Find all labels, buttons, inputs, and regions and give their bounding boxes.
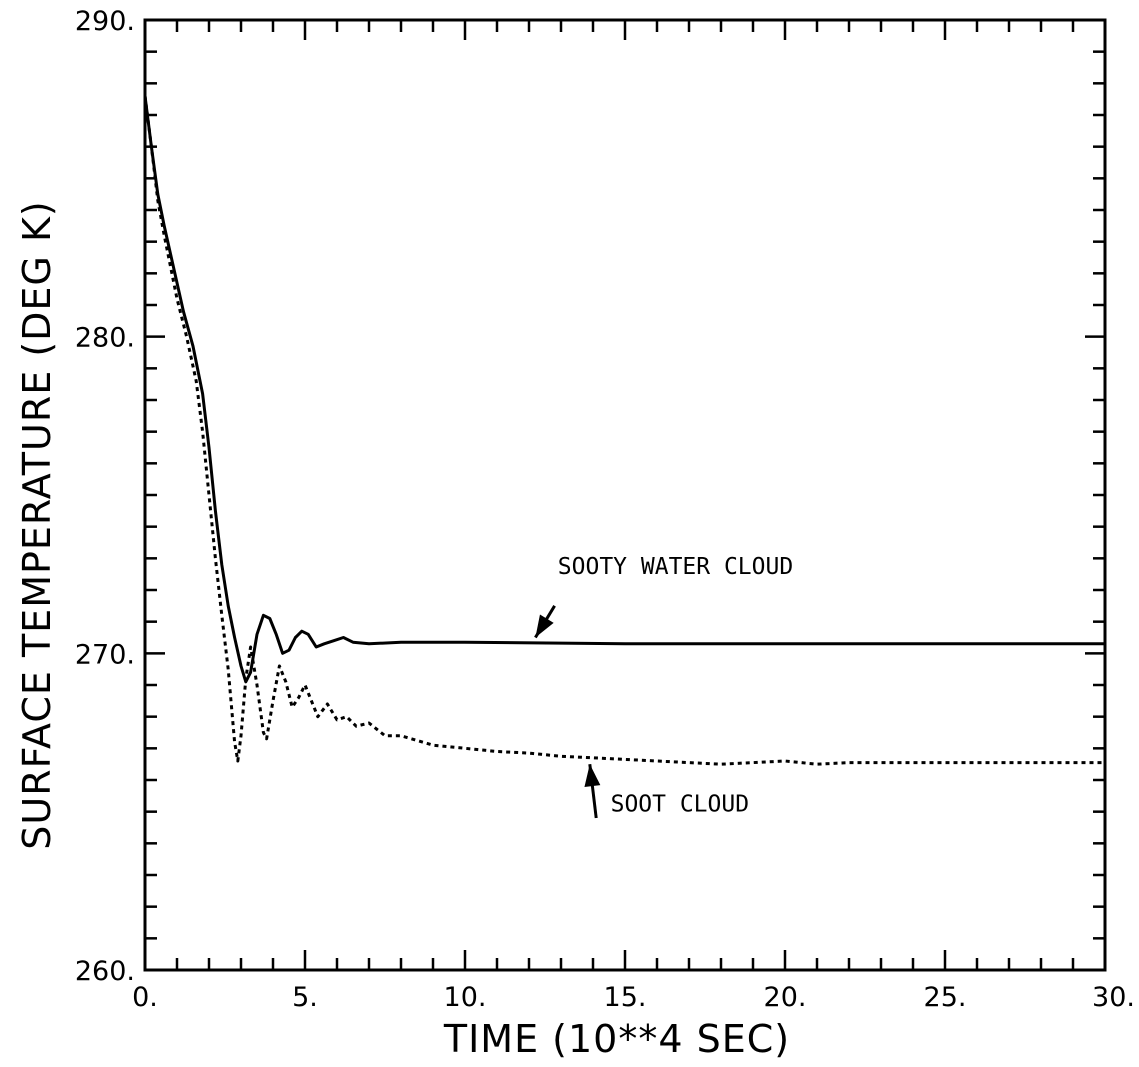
annotation-arrow-head-sooty-water <box>535 614 554 638</box>
annotation-soot: SOOT CLOUD <box>611 792 749 818</box>
x-tick-label: 10. <box>444 982 487 1013</box>
y-tick-label: 290. <box>75 6 135 37</box>
series-line-sooty-water <box>143 95 1105 684</box>
y-tick-label: 280. <box>75 323 135 354</box>
plot-frame <box>143 18 1107 972</box>
y-tick-label: 270. <box>75 639 135 670</box>
x-tick-label: 15. <box>604 982 647 1013</box>
annotation-arrow-head-soot <box>584 764 601 787</box>
x-tick-label: 0. <box>132 982 158 1013</box>
annotations: SOOTY WATER CLOUD SOOT CLOUD <box>534 554 793 819</box>
series-line-soot <box>143 95 1105 766</box>
x-tick-label: 5. <box>292 982 318 1013</box>
x-tick-label: 30. <box>1092 982 1135 1013</box>
annotation-sooty-water: SOOTY WATER CLOUD <box>558 554 793 580</box>
tick-labels: 0. 5. 10. 15. 20. 25. 30. 260. 270. 280. 290. <box>75 6 1135 1013</box>
x-tick-label: 20. <box>764 982 807 1013</box>
y-axis-title: SURFACE TEMPERATURE (DEG K) <box>15 200 59 849</box>
x-tick-label: 25. <box>924 982 967 1013</box>
series-layer <box>143 95 1105 766</box>
x-axis-title: TIME (10**4 SEC) <box>443 1017 790 1061</box>
y-tick-label: 260. <box>75 956 135 987</box>
